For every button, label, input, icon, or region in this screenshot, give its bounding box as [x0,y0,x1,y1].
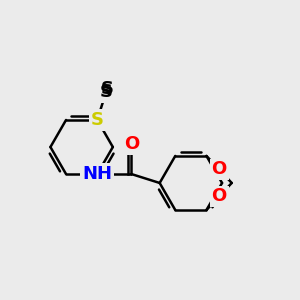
Text: S: S [101,80,114,98]
Text: O: O [212,188,227,206]
Text: S: S [91,111,104,129]
Text: NH: NH [82,165,112,183]
Text: O: O [124,135,139,153]
Text: S: S [100,83,113,101]
Text: O: O [212,160,227,178]
